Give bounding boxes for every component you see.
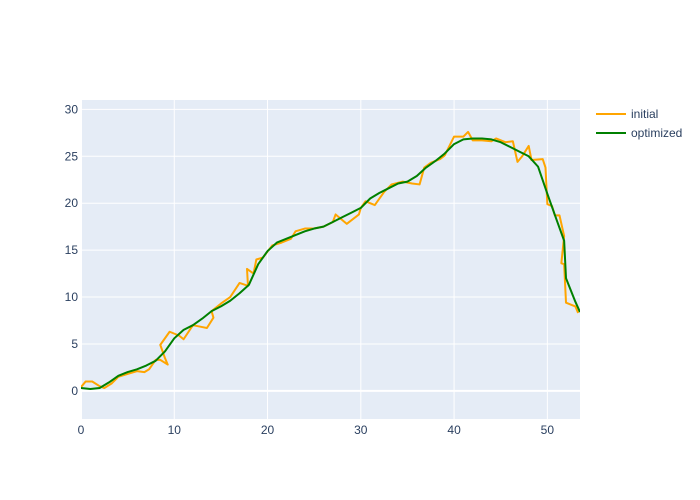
y-tick-label: 15	[65, 243, 79, 257]
y-tick-label: 0	[71, 384, 78, 398]
series-line-optimized	[81, 137, 580, 390]
grid	[80, 100, 580, 419]
legend-item-optimized[interactable]: optimized	[596, 126, 682, 140]
series-line-initial	[81, 130, 580, 390]
legend[interactable]: initial optimized	[596, 107, 682, 140]
series-lines	[81, 130, 580, 390]
x-tick-label: 10	[168, 423, 182, 437]
legend-item-initial[interactable]: initial	[596, 107, 658, 121]
x-tick-label: 30	[354, 423, 368, 437]
x-tick-label: 0	[78, 423, 85, 437]
y-tick-label: 25	[65, 149, 79, 163]
legend-label: optimized	[631, 126, 682, 140]
x-tick-label: 50	[541, 423, 555, 437]
x-tick-label: 40	[447, 423, 461, 437]
x-axis-ticks: 0 10 20 30 40 50	[78, 423, 555, 437]
plot-area	[81, 100, 580, 419]
legend-label: initial	[631, 107, 658, 121]
y-tick-label: 10	[65, 290, 79, 304]
x-tick-label: 20	[261, 423, 275, 437]
y-tick-label: 5	[71, 337, 78, 351]
y-tick-label: 20	[65, 196, 79, 210]
y-tick-label: 30	[65, 102, 79, 116]
y-axis-ticks: 0 5 10 15 20 25 30	[65, 102, 79, 397]
